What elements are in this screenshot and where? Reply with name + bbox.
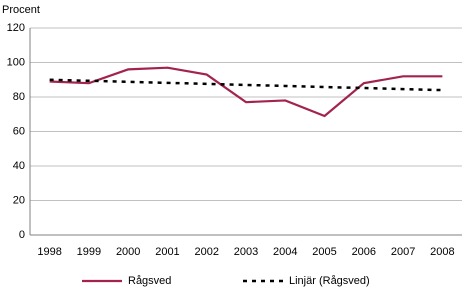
x-tick-label: 1998 [37,246,61,258]
legend-label: Rågsved [128,275,171,287]
y-tick-label: 80 [13,91,25,103]
y-tick-label: 20 [13,194,25,206]
x-tick-label: 2006 [352,246,376,258]
x-tick-label: 2002 [194,246,218,258]
x-tick-label: 2000 [116,246,140,258]
legend-label: Linjär (Rågsved) [289,275,370,287]
y-tick-label: 60 [13,125,25,137]
series-line [49,66,443,118]
series-line [49,78,443,92]
x-tick-label: 2001 [155,246,179,258]
x-tick-label: 2005 [312,246,336,258]
x-tick-label: 2004 [273,246,297,258]
x-tick-label: 2007 [391,246,415,258]
y-tick-label: 0 [19,229,25,241]
x-tick-label: 1999 [77,246,101,258]
x-tick-label: 2003 [234,246,258,258]
y-axis-label: Procent [2,4,40,16]
y-tick-label: 100 [7,56,25,68]
y-tick-label: 40 [13,160,25,172]
x-tick-label: 2008 [430,246,454,258]
y-tick-label: 120 [7,22,25,34]
